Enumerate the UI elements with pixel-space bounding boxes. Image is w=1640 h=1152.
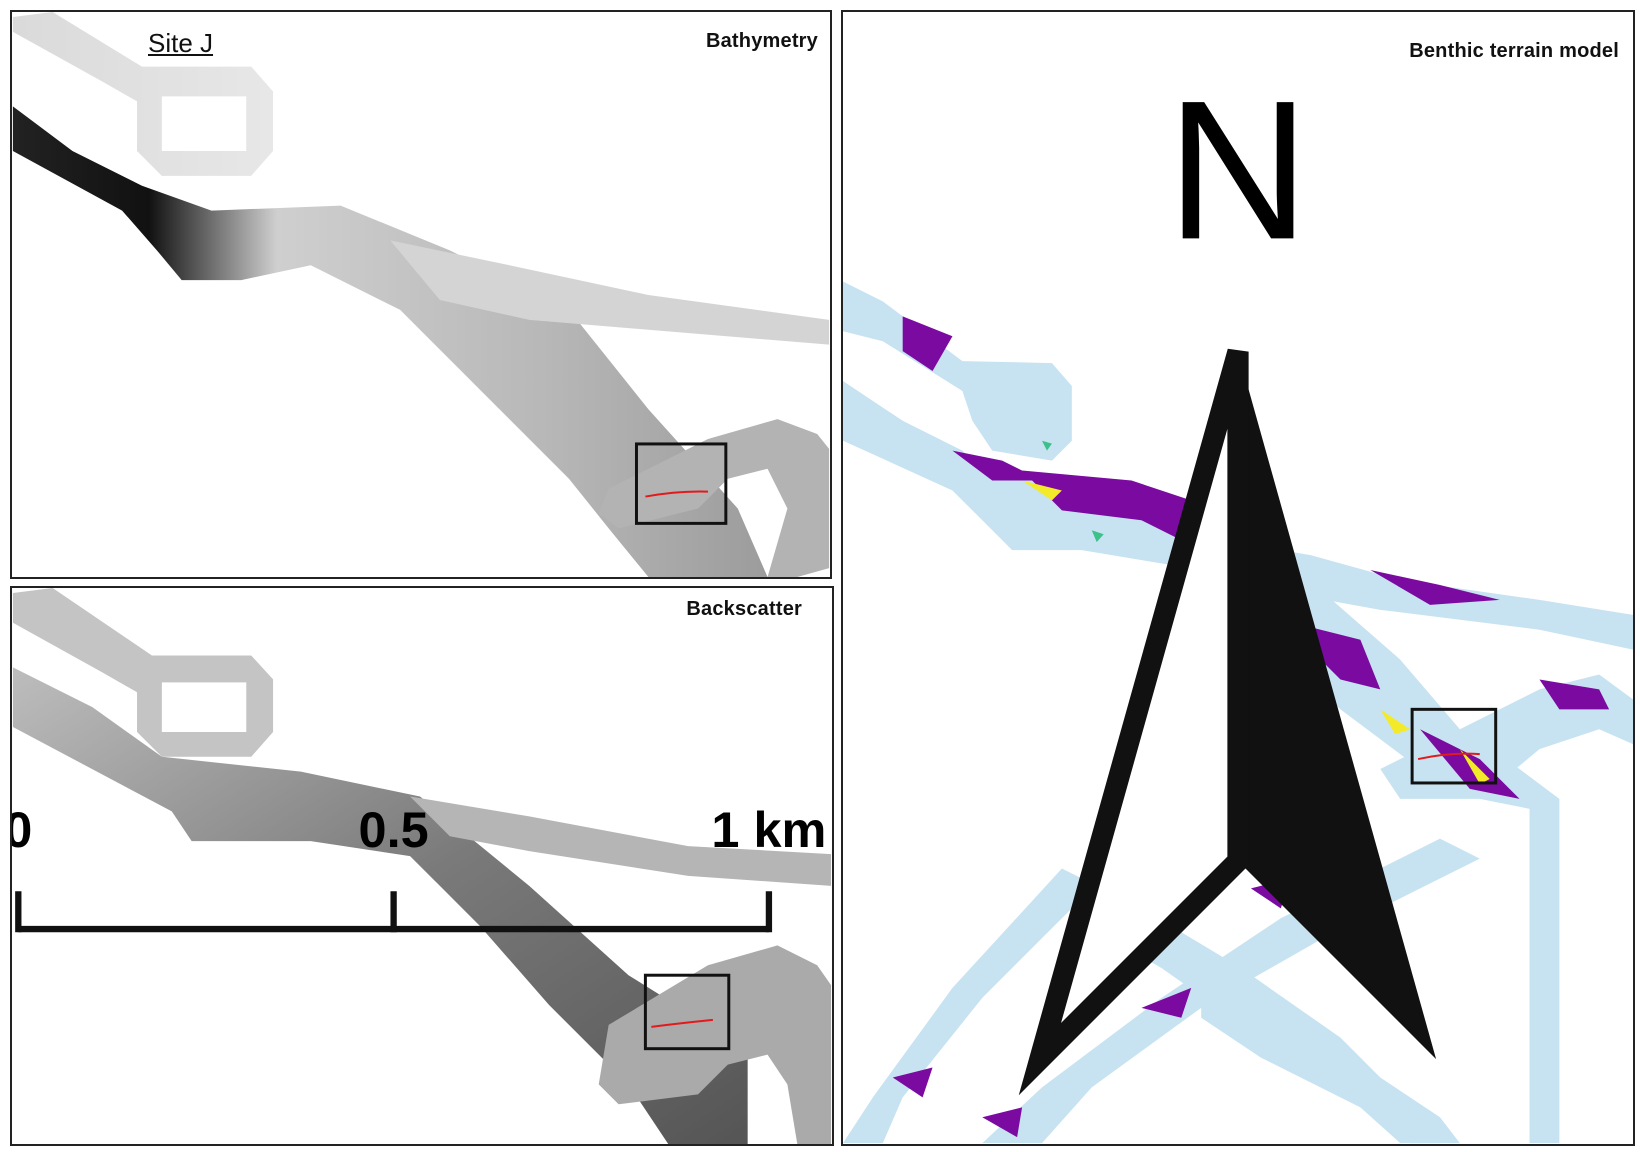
survey-swath [410, 796, 832, 886]
scale-bar: 0 0.5 1 km [12, 801, 826, 933]
terrain-class-patch [952, 450, 1042, 481]
survey-swath [390, 240, 830, 345]
backscatter-map [12, 588, 832, 1144]
scale-tick-label: 0.5 [359, 801, 429, 858]
survey-swath [1201, 987, 1460, 1144]
terrain-class-patch [1370, 570, 1500, 605]
terrain-class-patch [1041, 440, 1052, 451]
terrain-class-patch [1022, 470, 1222, 551]
bathymetry-map [12, 12, 830, 577]
backscatter-panel: Backscatter 0 0.5 1 km [10, 586, 834, 1146]
terrain-class-patch [1091, 530, 1104, 543]
survey-swath [598, 419, 830, 577]
terrain-class-patch [1141, 987, 1192, 1018]
survey-swath [843, 281, 1072, 461]
survey-swath [598, 945, 832, 1144]
terrain-class-patch [982, 1107, 1023, 1138]
transect-line [651, 1018, 714, 1028]
site-label: Site J [148, 28, 214, 58]
study-area-box [1410, 707, 1498, 785]
terrain-class-patch [1459, 749, 1490, 784]
scale-tick-label: 1 km [711, 801, 826, 858]
survey-swath [12, 588, 274, 757]
panel-title: Bathymetry [705, 30, 818, 52]
study-area-box [634, 442, 728, 525]
survey-swath [12, 12, 274, 176]
scale-tick-label: 0 [12, 801, 32, 858]
transect-line [1417, 752, 1480, 761]
terrain-class-patch [1539, 679, 1610, 710]
transect-line [645, 490, 709, 498]
terrain-class-patch [1022, 480, 1062, 501]
north-arrow-icon: N [1018, 59, 1437, 1096]
survey-swath [12, 667, 748, 1144]
bathymetry-panel: Site J Bathymetry [10, 10, 832, 579]
study-area-box [643, 973, 731, 1051]
panel-title: Benthic terrain model [1409, 40, 1619, 62]
north-label: N [1166, 59, 1309, 280]
terrain-class-patch [892, 1067, 933, 1098]
survey-swath [12, 106, 768, 577]
btm-panel: N Benthic terrain model [841, 10, 1635, 1146]
terrain-class-patch [902, 316, 953, 372]
terrain-class-patch [1380, 709, 1411, 735]
panel-title: Backscatter [686, 598, 802, 620]
